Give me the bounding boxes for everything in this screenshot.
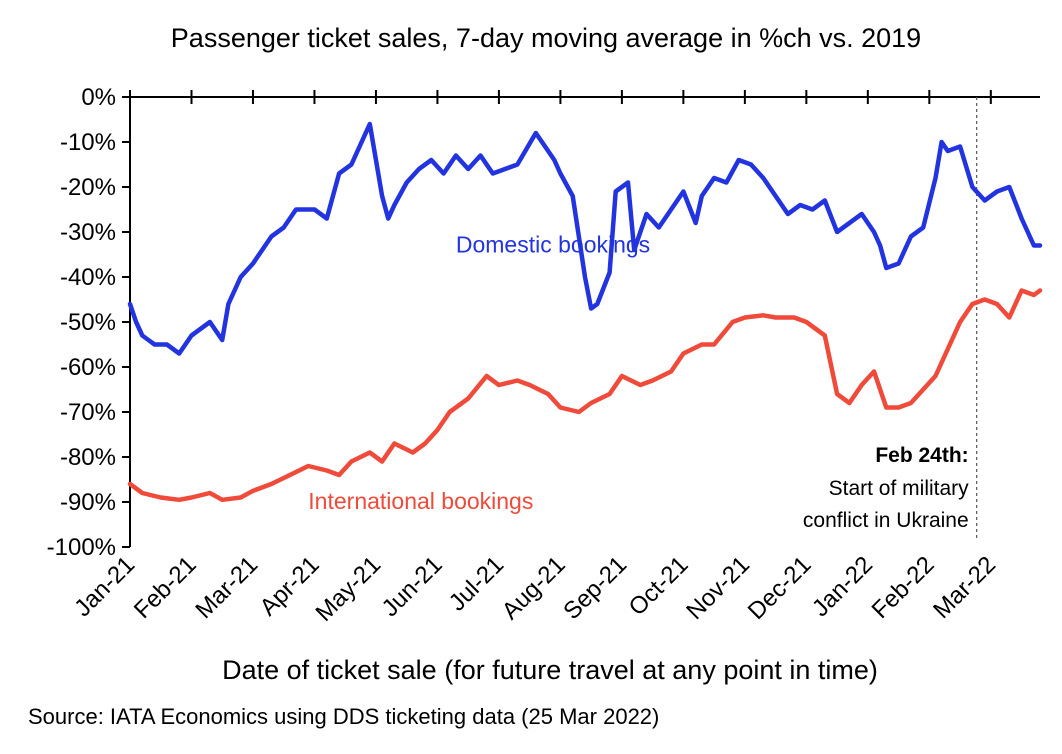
x-tick-label: Sep-21 xyxy=(558,551,632,625)
x-tick-label: Dec-21 xyxy=(743,551,817,625)
annotation-text: Start of military xyxy=(829,477,970,500)
y-tick-label: -100% xyxy=(47,534,116,561)
x-tick-label: Jun-21 xyxy=(377,551,448,622)
x-tick-label: Jan-21 xyxy=(69,551,140,622)
y-tick-label: -70% xyxy=(60,399,116,426)
x-axis-label: Date of ticket sale (for future travel a… xyxy=(222,655,878,685)
x-tick-label: Mar-21 xyxy=(190,551,263,624)
y-tick-label: -20% xyxy=(60,174,116,201)
x-tick-label: Jan-22 xyxy=(807,551,878,622)
series-line xyxy=(127,288,1043,503)
y-tick-label: -30% xyxy=(60,219,116,246)
annotation-text: conflict in Ukraine xyxy=(803,509,969,532)
chart-title: Passenger ticket sales, 7-day moving ave… xyxy=(171,23,921,53)
x-tick-label: Nov-21 xyxy=(681,551,755,625)
y-tick-label: 0% xyxy=(81,84,116,111)
x-tick-label: Feb-21 xyxy=(129,551,202,624)
x-tick-label: Feb-22 xyxy=(867,551,940,624)
x-tick-label: May-21 xyxy=(311,551,387,627)
annotation-title: Feb 24th: xyxy=(875,444,968,467)
x-tick-label: Mar-22 xyxy=(928,551,1001,624)
series-label: International bookings xyxy=(308,488,533,514)
series-label: Domestic bookings xyxy=(456,231,650,257)
y-tick-label: -90% xyxy=(60,489,116,516)
series-line xyxy=(127,121,1043,356)
y-tick-label: -50% xyxy=(60,309,116,336)
plot-area: 0% -10% -20% -30% -40% -50% -60% -70% -80% -90% -1… xyxy=(47,84,1043,627)
y-tick-label: -10% xyxy=(60,129,116,156)
y-tick-label: -40% xyxy=(60,264,116,291)
x-tick-label: Aug-21 xyxy=(497,551,571,625)
x-tick-label: Oct-21 xyxy=(624,551,694,621)
source-note: Source: IATA Economics using DDS ticketi… xyxy=(28,704,659,729)
y-tick-label: -60% xyxy=(60,354,116,381)
y-tick-label: -80% xyxy=(60,444,116,471)
